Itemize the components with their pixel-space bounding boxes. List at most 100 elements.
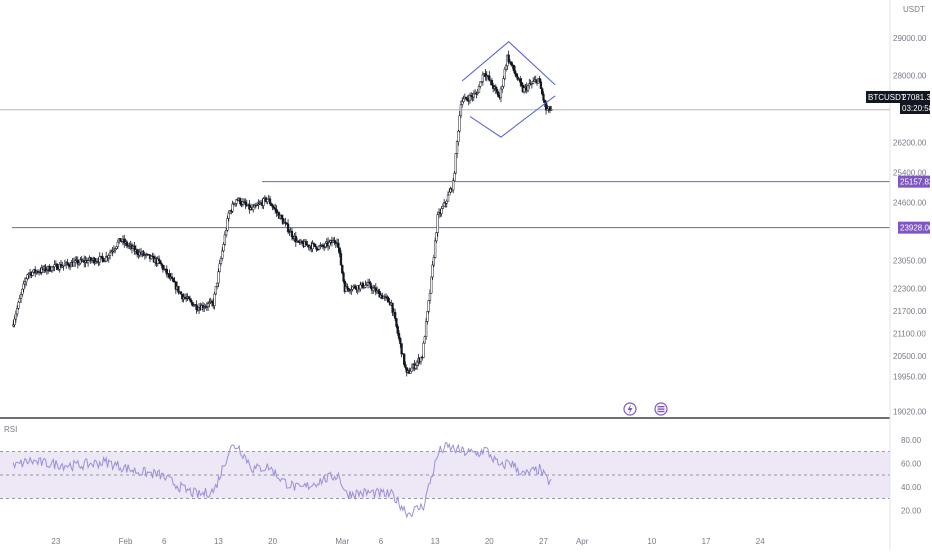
candle [428, 289, 432, 304]
time-tick-label: 6 [379, 537, 384, 546]
candle [218, 259, 221, 273]
candle [266, 198, 269, 205]
candle [102, 257, 105, 263]
candle [86, 258, 90, 267]
candle [391, 302, 394, 316]
candle [286, 219, 290, 234]
candle [539, 78, 543, 89]
rsi-series [12, 442, 552, 519]
last-price-label: BTCUSDT 27081.37 03:20:58 [866, 91, 932, 114]
lightning-icon[interactable] [623, 402, 637, 416]
candle [315, 246, 318, 252]
candle [217, 268, 220, 288]
horizontal-levels[interactable]: 25157.82 23928.00 [12, 175, 932, 234]
candlestick-series [12, 50, 553, 377]
candle [56, 262, 59, 270]
candle [396, 323, 399, 336]
candle [93, 256, 96, 266]
candle [446, 191, 450, 202]
candle [156, 256, 159, 267]
candle [244, 198, 247, 209]
candle [159, 260, 162, 264]
candle [457, 129, 460, 146]
candle [284, 217, 287, 227]
triangle-lower-line[interactable] [469, 95, 556, 138]
candle [484, 69, 487, 81]
rsi-band [0, 451, 890, 499]
candle [459, 100, 463, 118]
triangle-upper-line[interactable] [461, 41, 556, 86]
candle [488, 71, 491, 82]
rsi-tick-label: 40.00 [901, 483, 922, 492]
rsi-line [12, 442, 552, 519]
time-axis[interactable]: 23 Feb 6 13 20 Mar 6 13 20 27 Apr 10 17 24 [51, 537, 765, 546]
price-tick-label: 21700.00 [893, 307, 927, 316]
candle [432, 254, 435, 268]
candle [364, 280, 367, 289]
level-price-label: 25157.82 [900, 178, 932, 187]
candle [477, 84, 481, 93]
candle [294, 231, 297, 247]
candle [165, 265, 168, 278]
candle [157, 255, 161, 265]
candle [342, 271, 345, 284]
candle [248, 199, 251, 214]
candle [533, 76, 536, 82]
candle [142, 249, 145, 257]
candle [426, 311, 429, 325]
candle [472, 90, 475, 102]
candle [395, 318, 398, 329]
candle [262, 197, 265, 210]
candle [341, 264, 344, 275]
candle [225, 227, 228, 238]
candle [458, 111, 461, 133]
candle [333, 236, 336, 246]
candle [404, 361, 407, 370]
rsi-tick-label: 60.00 [901, 459, 922, 468]
candle [550, 106, 553, 111]
candle [502, 75, 505, 89]
candle [190, 298, 193, 305]
price-axis[interactable]: 29000.00 28000.00 26200.00 25400.00 24600.00… [893, 34, 927, 416]
candle [513, 65, 517, 76]
time-tick-label: 20 [485, 537, 494, 546]
candle [430, 276, 433, 294]
candle [311, 240, 314, 253]
candle [219, 255, 223, 266]
time-tick-label: 13 [431, 537, 440, 546]
candle [452, 177, 455, 194]
earnings-icon[interactable] [654, 402, 668, 416]
currency-label: USDT [903, 5, 925, 14]
candle [454, 153, 457, 175]
candle [221, 247, 224, 261]
candle [53, 260, 56, 272]
candle [314, 243, 317, 248]
candle [445, 199, 448, 208]
candle [431, 260, 434, 280]
candle [433, 237, 437, 259]
candle [542, 91, 545, 103]
price-tick-label: 26200.00 [893, 139, 927, 148]
candle [214, 286, 217, 296]
time-tick-label: 17 [702, 537, 711, 546]
candle [497, 90, 500, 97]
candle [409, 368, 412, 374]
triangle-pattern[interactable] [461, 41, 556, 138]
candle [150, 255, 153, 260]
candle [213, 291, 216, 310]
rsi-pane-label: RSI [4, 425, 17, 434]
time-tick-label: 27 [539, 537, 548, 546]
candle [350, 284, 353, 295]
candle [119, 238, 122, 242]
rsi-tick-label: 80.00 [901, 436, 922, 445]
candle [476, 88, 479, 96]
candle [399, 336, 402, 348]
time-tick-label: Feb [119, 537, 133, 546]
candle [17, 300, 20, 311]
price-tick-label: 25400.00 [893, 169, 927, 178]
candle [468, 92, 472, 104]
candle [227, 210, 230, 222]
bar-countdown: 03:20:58 [902, 104, 932, 113]
